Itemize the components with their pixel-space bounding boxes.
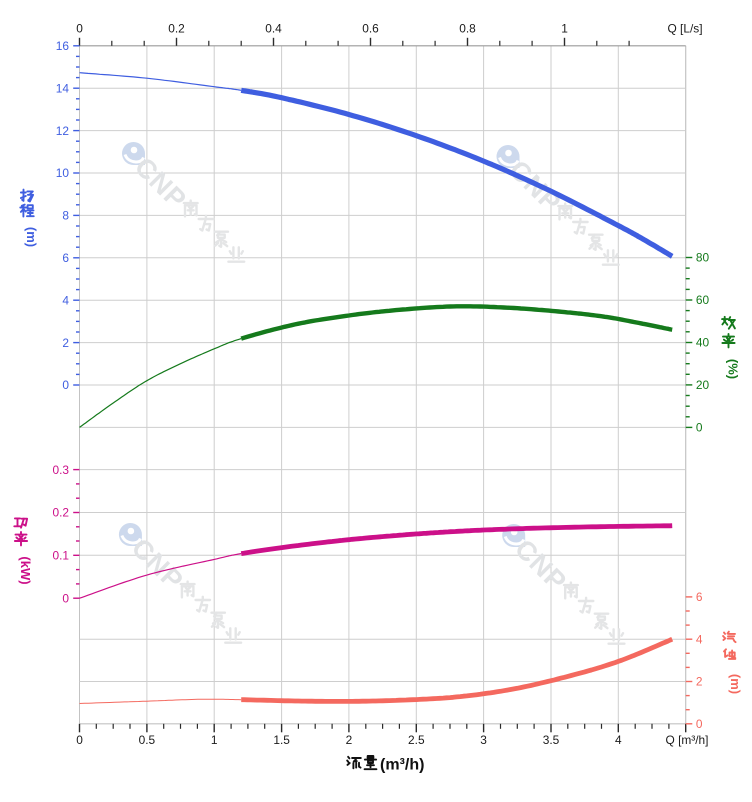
- svg-text:2: 2: [346, 733, 353, 747]
- svg-text:0: 0: [696, 421, 703, 435]
- svg-text:40: 40: [696, 336, 710, 350]
- svg-text:2.5: 2.5: [408, 733, 425, 747]
- svg-text:(%): (%): [726, 359, 741, 379]
- svg-text:14: 14: [56, 81, 70, 95]
- svg-text:0.8: 0.8: [459, 22, 476, 36]
- svg-text:Q [m³/h]: Q [m³/h]: [666, 733, 709, 747]
- svg-text:0.5: 0.5: [139, 733, 156, 747]
- svg-text:3.5: 3.5: [543, 733, 560, 747]
- svg-text:(m): (m): [728, 674, 743, 694]
- svg-text:(kW): (kW): [18, 556, 33, 584]
- svg-text:60: 60: [696, 293, 710, 307]
- svg-text:1.5: 1.5: [273, 733, 290, 747]
- svg-text:1: 1: [561, 22, 568, 36]
- svg-text:0.6: 0.6: [362, 22, 379, 36]
- svg-text:0.2: 0.2: [52, 506, 69, 520]
- svg-text:0.2: 0.2: [168, 22, 185, 36]
- svg-text:0.1: 0.1: [52, 549, 69, 563]
- svg-text:(m): (m): [24, 227, 39, 247]
- svg-text:80: 80: [696, 251, 710, 265]
- svg-text:0: 0: [62, 378, 69, 392]
- svg-text:6: 6: [62, 251, 69, 265]
- svg-text:0: 0: [76, 733, 83, 747]
- svg-text:8: 8: [62, 209, 69, 223]
- svg-text:12: 12: [56, 124, 70, 138]
- svg-text:(m³/h): (m³/h): [380, 757, 424, 774]
- svg-text:3: 3: [480, 733, 487, 747]
- svg-text:1: 1: [211, 733, 218, 747]
- svg-text:10: 10: [56, 166, 70, 180]
- svg-text:0: 0: [62, 591, 69, 605]
- svg-text:6: 6: [696, 590, 703, 604]
- svg-text:0.4: 0.4: [265, 22, 282, 36]
- svg-text:4: 4: [62, 293, 69, 307]
- svg-text:2: 2: [62, 336, 69, 350]
- svg-text:16: 16: [56, 39, 70, 53]
- svg-text:0.3: 0.3: [52, 463, 69, 477]
- svg-text:Q [L/s]: Q [L/s]: [667, 22, 702, 36]
- svg-text:20: 20: [696, 378, 710, 392]
- svg-text:0: 0: [696, 717, 703, 731]
- svg-text:0: 0: [76, 22, 83, 36]
- svg-text:4: 4: [696, 632, 703, 646]
- svg-text:4: 4: [615, 733, 622, 747]
- svg-text:2: 2: [696, 675, 703, 689]
